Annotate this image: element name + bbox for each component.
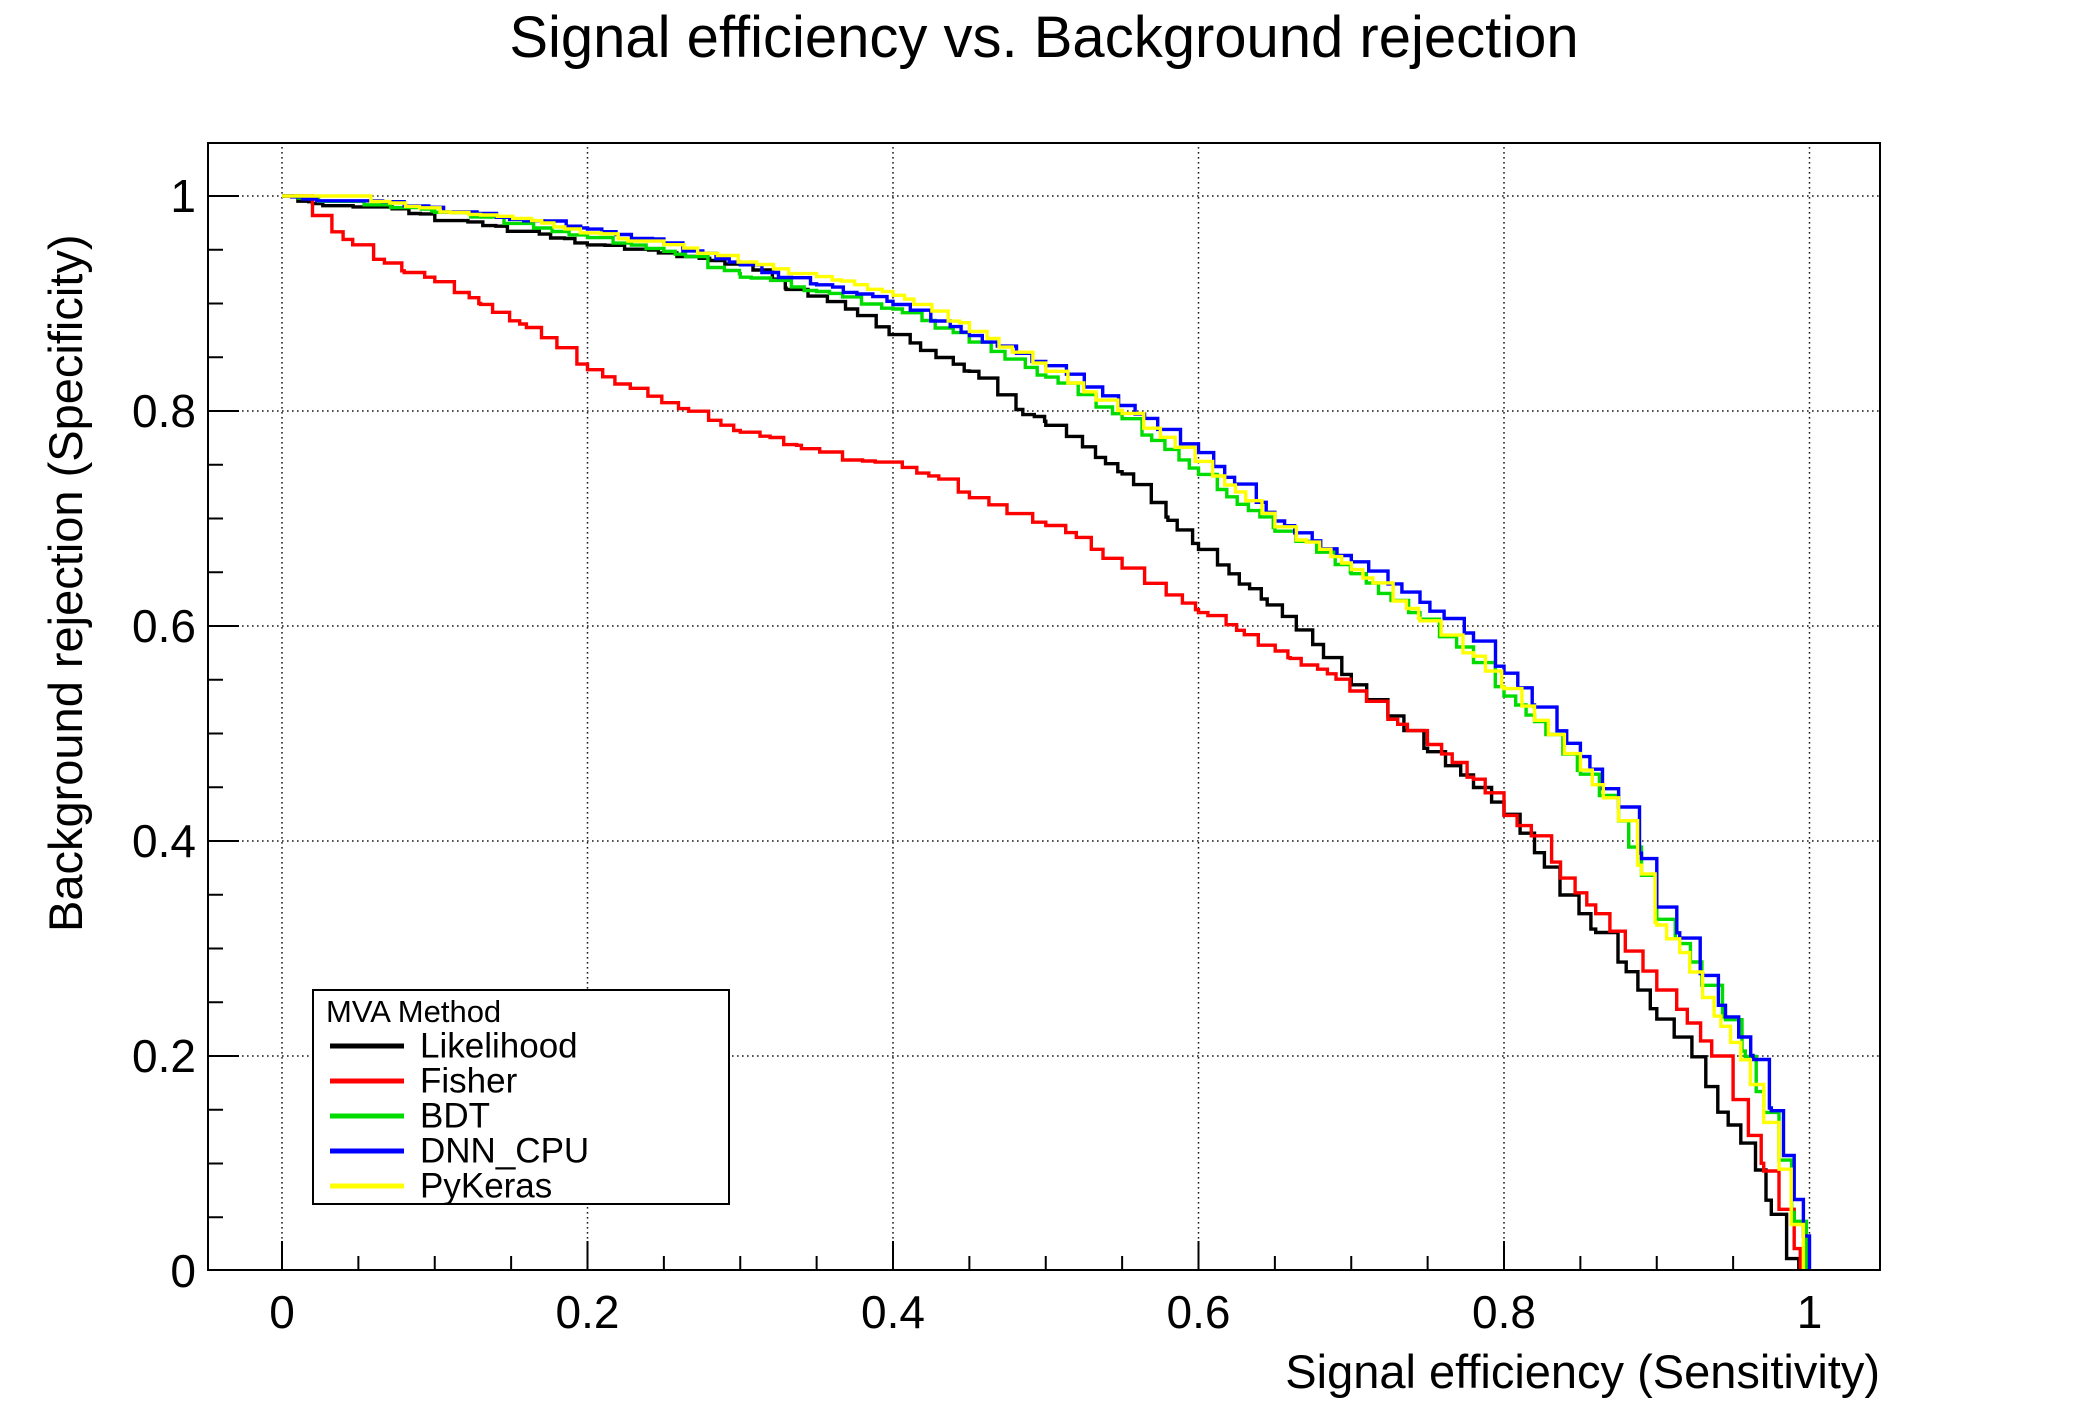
x-tick-label-1: 1 <box>1796 1286 1823 1338</box>
legend-label: DNN_CPU <box>420 1131 590 1171</box>
legend-item-BDT: BDT <box>314 1098 728 1133</box>
legend-label: PyKeras <box>420 1166 553 1206</box>
legend-item-Likelihood: Likelihood <box>314 1028 728 1063</box>
roc-curve-DNN_CPU <box>282 194 1812 1271</box>
y-tick-label-0.8: 0.8 <box>132 385 196 437</box>
legend-item-Fisher: Fisher <box>314 1063 728 1098</box>
legend-line-sample-BDT <box>330 1113 404 1119</box>
roc-curve-PyKeras <box>282 194 1806 1271</box>
roc-curve-Likelihood <box>282 194 1807 1271</box>
plot-area <box>207 142 1881 1271</box>
x-axis-title: Signal efficiency (Sensitivity) <box>1285 1345 1880 1398</box>
x-tick-label-0.4: 0.4 <box>861 1286 925 1338</box>
y-tick-label-0.6: 0.6 <box>132 600 196 652</box>
legend-item-PyKeras: PyKeras <box>314 1169 728 1204</box>
y-tick-label-0.4: 0.4 <box>132 815 196 867</box>
legend-line-sample-Likelihood <box>330 1043 404 1048</box>
y-tick-label-1: 1 <box>170 170 196 222</box>
legend-line-sample-DNN_CPU <box>330 1148 404 1154</box>
roc-curves <box>282 194 1812 1271</box>
legend-label: Likelihood <box>420 1026 578 1065</box>
x-tick-label-0: 0 <box>269 1286 295 1338</box>
legend-line-sample-PyKeras <box>330 1183 404 1189</box>
x-tick-label-0.6: 0.6 <box>1166 1286 1231 1338</box>
legend-box: MVA Method Likelihood Fisher BDT DNN_CPU PyK… <box>312 989 730 1205</box>
y-tick-label-0.2: 0.2 <box>132 1030 196 1082</box>
legend-line-sample-Fisher <box>330 1078 404 1084</box>
y-axis-title: Background rejection (Specificity) <box>39 234 92 932</box>
x-tick-label-0.2: 0.2 <box>555 1286 620 1338</box>
legend-item-DNN_CPU: DNN_CPU <box>314 1134 728 1169</box>
legend-header: MVA Method <box>326 994 502 1029</box>
x-tick-label-0.8: 0.8 <box>1472 1286 1536 1338</box>
roc-curve-Fisher <box>282 194 1802 1271</box>
legend-label: BDT <box>420 1096 490 1136</box>
legend-label: Fisher <box>420 1061 518 1101</box>
y-tick-label-0: 0 <box>170 1245 196 1297</box>
plot-title: Signal efficiency vs. Background rejecti… <box>509 5 1579 70</box>
plot-frame <box>207 142 1881 1271</box>
